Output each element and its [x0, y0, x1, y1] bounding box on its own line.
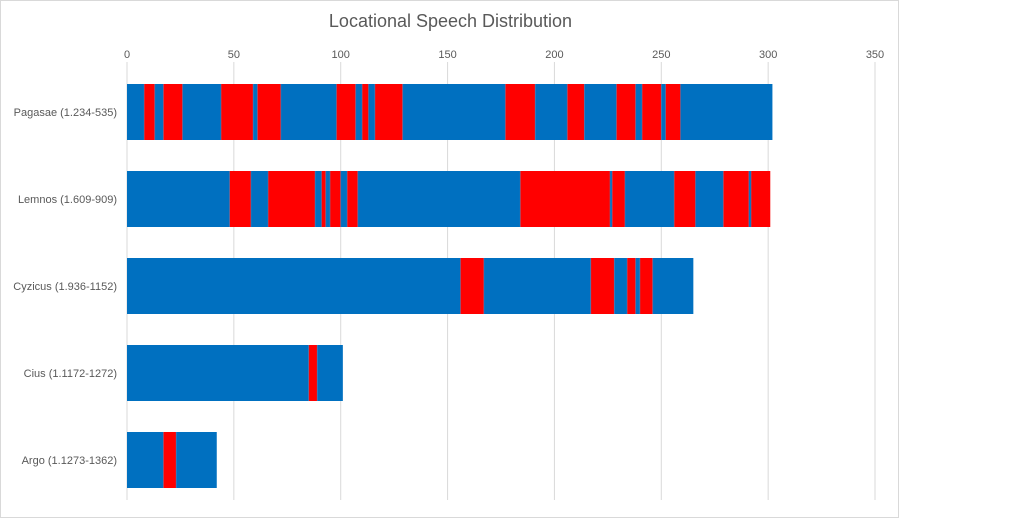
narrative-segment: [280, 84, 337, 140]
narrative-segment: [154, 84, 164, 140]
speech-segment: [362, 84, 369, 140]
speech-segment: [308, 345, 318, 401]
narrative-segment: [250, 171, 269, 227]
speech-segment: [374, 84, 403, 140]
narrative-segment: [680, 84, 773, 140]
speech-segment: [590, 258, 615, 314]
narrative-segment: [748, 171, 752, 227]
narrative-segment: [127, 171, 230, 227]
narrative-segment: [317, 345, 343, 401]
speech-segment: [257, 84, 281, 140]
narrative-segment: [661, 84, 666, 140]
category-label: Cius (1.1172-1272): [24, 368, 117, 380]
narrative-segment: [355, 84, 363, 140]
narrative-segment: [483, 258, 591, 314]
speech-segment: [639, 258, 653, 314]
narrative-segment: [127, 432, 164, 488]
speech-segment: [163, 84, 183, 140]
speech-segment: [321, 171, 326, 227]
speech-segment: [347, 171, 358, 227]
x-tick-label: 300: [759, 49, 777, 61]
narrative-segment: [127, 84, 145, 140]
narrative-segment: [652, 258, 694, 314]
x-tick-label: 250: [652, 49, 670, 61]
narrative-segment: [535, 84, 568, 140]
speech-segment: [163, 432, 177, 488]
speech-segment: [144, 84, 155, 140]
category-label: Lemnos (1.609-909): [18, 194, 117, 206]
chart-title: Locational Speech Distribution: [328, 11, 573, 31]
speech-segment: [336, 84, 356, 140]
x-tick-label: 200: [545, 49, 563, 61]
category-label: Argo (1.1273-1362): [22, 455, 117, 467]
x-tick-label: 50: [228, 49, 240, 61]
speech-segment: [460, 258, 484, 314]
category-label: Pagasae (1.234-535): [14, 107, 117, 119]
speech-segment: [567, 84, 585, 140]
speech-segment: [612, 171, 625, 227]
speech-segment: [665, 84, 681, 140]
narrative-segment: [695, 171, 724, 227]
narrative-segment: [609, 171, 613, 227]
x-tick-label: 350: [866, 49, 884, 61]
category-label: Cyzicus (1.936-1152): [13, 281, 117, 293]
narrative-segment: [182, 84, 222, 140]
narrative-segment: [253, 84, 258, 140]
speech-segment: [642, 84, 662, 140]
narrative-segment: [624, 171, 675, 227]
narrative-segment: [635, 258, 640, 314]
narrative-segment: [127, 345, 309, 401]
x-tick-label: 0: [124, 49, 130, 61]
narrative-segment: [368, 84, 375, 140]
speech-segment: [268, 171, 316, 227]
narrative-segment: [340, 171, 348, 227]
speech-segment: [505, 84, 536, 140]
speech-segment: [723, 171, 749, 227]
narrative-segment: [176, 432, 217, 488]
narrative-segment: [402, 84, 506, 140]
narrative-segment: [614, 258, 628, 314]
x-tick-label: 150: [438, 49, 456, 61]
speech-segment: [616, 84, 636, 140]
speech-segment: [674, 171, 696, 227]
narrative-segment: [357, 171, 521, 227]
narrative-segment: [325, 171, 331, 227]
speech-segment: [221, 84, 254, 140]
narrative-segment: [315, 171, 322, 227]
speech-segment: [627, 258, 636, 314]
speech-segment: [751, 171, 771, 227]
speech-segment: [520, 171, 610, 227]
narrative-segment: [635, 84, 643, 140]
narrative-segment: [127, 258, 461, 314]
speech-segment: [229, 171, 251, 227]
speech-segment: [330, 171, 341, 227]
narrative-segment: [584, 84, 617, 140]
x-tick-label: 100: [332, 49, 350, 61]
